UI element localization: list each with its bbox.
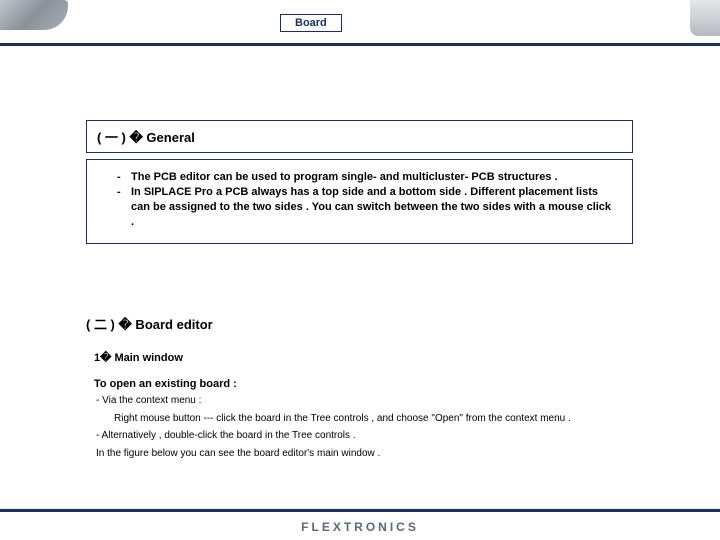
open-board-label: To open an existing board : (94, 378, 652, 390)
section-general-title: ( 一 ) � General (86, 120, 633, 153)
section-board-editor-title: ( 二 ) � Board editor (86, 314, 652, 333)
bullet-text: The PCB editor can be used to program si… (131, 170, 558, 185)
bullet-dash: - (117, 185, 131, 230)
bullet-item: - The PCB editor can be used to program … (117, 170, 616, 185)
instruction-line: - Alternatively , double-click the board… (96, 429, 652, 443)
footer-logo: FLEXTRONICS (0, 520, 720, 534)
instruction-line: - Via the context menu : (96, 394, 652, 408)
header-bar: Board (0, 0, 720, 46)
content-area: ( 一 ) � General - The PCB editor can be … (86, 120, 652, 460)
bullet-text: In SIPLACE Pro a PCB always has a top si… (131, 185, 616, 230)
header-decor-left (0, 0, 68, 30)
sub-heading-main-window: 1� Main window (94, 351, 652, 364)
bullet-item: - In SIPLACE Pro a PCB always has a top … (117, 185, 616, 230)
footer-divider (0, 509, 720, 512)
bullet-dash: - (117, 170, 131, 185)
header-title: Board (280, 14, 342, 32)
instruction-line: In the figure below you can see the boar… (96, 447, 652, 461)
general-box: - The PCB editor can be used to program … (86, 159, 633, 244)
header-decor-right (690, 0, 720, 36)
instruction-line: Right mouse button --- click the board i… (114, 412, 652, 426)
